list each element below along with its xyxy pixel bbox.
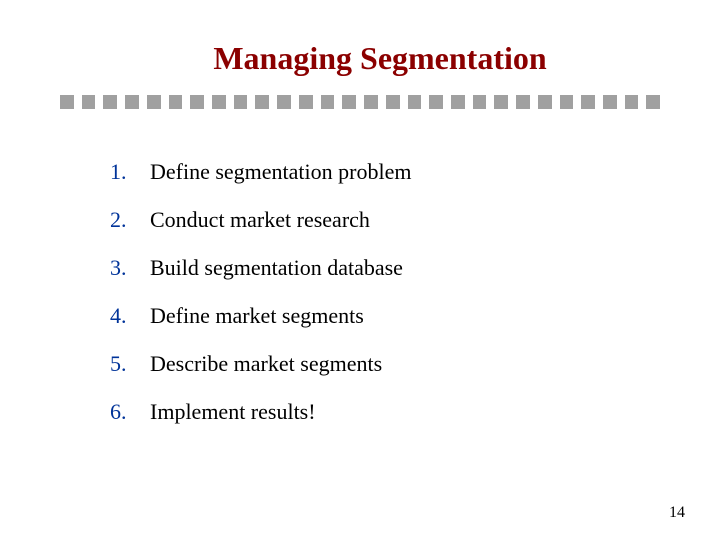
divider-square bbox=[255, 95, 269, 109]
divider-square bbox=[516, 95, 530, 109]
list-item: 3.Build segmentation database bbox=[110, 255, 660, 281]
slide-container: Managing Segmentation 1.Define segmentat… bbox=[0, 0, 720, 540]
list-item: 4.Define market segments bbox=[110, 303, 660, 329]
divider-square bbox=[60, 95, 74, 109]
list-item: 6.Implement results! bbox=[110, 399, 660, 425]
divider-square bbox=[169, 95, 183, 109]
divider-square bbox=[103, 95, 117, 109]
list-item: 2.Conduct market research bbox=[110, 207, 660, 233]
divider-square bbox=[386, 95, 400, 109]
divider-square bbox=[538, 95, 552, 109]
divider-square bbox=[603, 95, 617, 109]
divider-square bbox=[299, 95, 313, 109]
divider-square bbox=[125, 95, 139, 109]
divider-square bbox=[451, 95, 465, 109]
divider-square bbox=[82, 95, 96, 109]
divider-square bbox=[321, 95, 335, 109]
divider-square bbox=[190, 95, 204, 109]
divider-square bbox=[408, 95, 422, 109]
divider-square bbox=[473, 95, 487, 109]
list-item-text: Describe market segments bbox=[150, 351, 382, 377]
list-item-text: Conduct market research bbox=[150, 207, 370, 233]
ordered-list: 1.Define segmentation problem2.Conduct m… bbox=[60, 159, 660, 425]
list-item-number: 3. bbox=[110, 255, 150, 281]
list-item-number: 4. bbox=[110, 303, 150, 329]
divider-square bbox=[364, 95, 378, 109]
divider-square bbox=[429, 95, 443, 109]
page-number: 14 bbox=[669, 504, 685, 522]
divider-row bbox=[60, 95, 660, 109]
divider-square bbox=[494, 95, 508, 109]
divider-square bbox=[147, 95, 161, 109]
list-item: 1.Define segmentation problem bbox=[110, 159, 660, 185]
divider-square bbox=[560, 95, 574, 109]
list-item-number: 2. bbox=[110, 207, 150, 233]
divider-square bbox=[342, 95, 356, 109]
list-item: 5.Describe market segments bbox=[110, 351, 660, 377]
divider-square bbox=[212, 95, 226, 109]
divider-square bbox=[646, 95, 660, 109]
list-item-number: 6. bbox=[110, 399, 150, 425]
divider-square bbox=[625, 95, 639, 109]
divider-square bbox=[581, 95, 595, 109]
list-item-text: Implement results! bbox=[150, 399, 316, 425]
slide-title: Managing Segmentation bbox=[100, 40, 660, 77]
list-item-text: Define segmentation problem bbox=[150, 159, 411, 185]
list-item-text: Build segmentation database bbox=[150, 255, 403, 281]
divider-square bbox=[277, 95, 291, 109]
list-item-number: 1. bbox=[110, 159, 150, 185]
list-item-text: Define market segments bbox=[150, 303, 364, 329]
list-item-number: 5. bbox=[110, 351, 150, 377]
divider-square bbox=[234, 95, 248, 109]
